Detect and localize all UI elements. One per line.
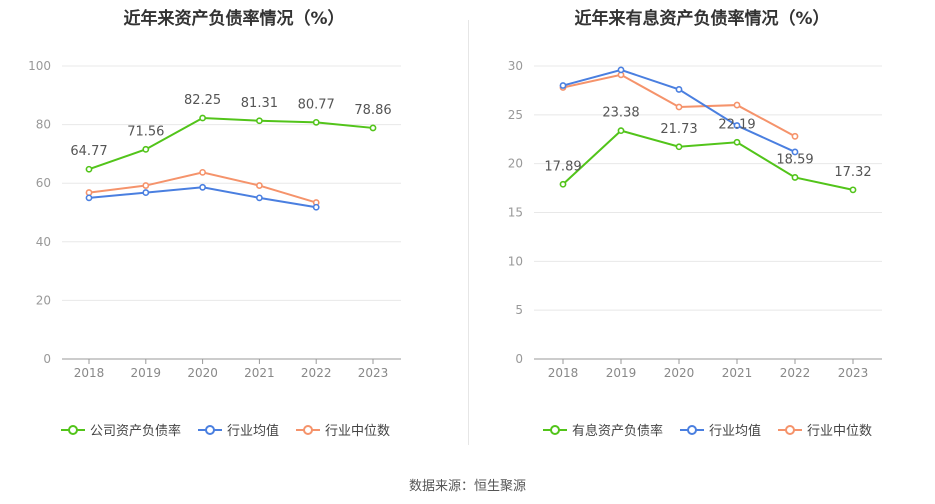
x-tick-label: 2018 — [74, 366, 105, 380]
data-point — [559, 82, 567, 89]
y-tick-label: 10 — [508, 254, 523, 268]
x-tick-label: 2021 — [722, 366, 753, 380]
data-point — [733, 122, 741, 129]
data-label: 81.31 — [241, 96, 278, 111]
x-tick-label: 2021 — [244, 366, 275, 380]
legend-label: 有息资产负债率 — [572, 424, 664, 439]
chart-left: 近年来资产负债率情况（%） 0 20 40 60 80 100 2018 2019 2020 20… — [0, 0, 468, 460]
data-point — [199, 114, 206, 122]
data-label: 82.25 — [184, 93, 221, 108]
legend-swatch-icon — [60, 423, 86, 437]
data-label: 64.77 — [70, 144, 107, 159]
legend-swatch-icon — [542, 423, 568, 437]
y-tick-label: 20 — [508, 157, 523, 171]
x-tick-label: 2019 — [131, 366, 162, 380]
legend-label: 公司资产负债率 — [90, 424, 182, 439]
legend-swatch-icon — [295, 423, 321, 437]
panel-divider — [468, 20, 469, 445]
data-point — [255, 194, 263, 202]
data-point — [675, 86, 683, 93]
legend-item[interactable]: 行业中位数 — [295, 420, 390, 439]
data-label: 17.32 — [834, 165, 871, 180]
legend-item[interactable]: 有息资产负债率 — [542, 420, 663, 439]
chart-title: 近年来有息资产负债率情况（%） — [574, 9, 830, 29]
x-tick-label: 2019 — [606, 366, 637, 380]
data-source: 数据来源：恒生聚源 — [408, 479, 526, 494]
data-label: 71.56 — [127, 124, 164, 139]
data-point — [199, 168, 206, 176]
legend-label: 行业均值 — [709, 424, 762, 439]
data-point — [791, 148, 799, 156]
x-tick-label: 2020 — [664, 366, 695, 380]
chart-right: 近年来有息资产负债率情况（%） 0 5 10 15 20 25 30 2018 2019 2020… — [469, 0, 935, 460]
data-label: 23.38 — [602, 106, 639, 121]
data-point — [142, 189, 150, 196]
data-point — [733, 101, 741, 109]
legend-label: 行业均值 — [227, 424, 280, 439]
legend-swatch-icon — [197, 423, 223, 437]
legend-item[interactable]: 行业均值 — [679, 420, 761, 439]
data-point — [312, 118, 320, 126]
data-point — [255, 117, 263, 125]
data-label: 18.59 — [776, 152, 813, 167]
chart-title: 近年来资产负债率情况（%） — [123, 9, 345, 29]
y-tick-label: 100 — [28, 59, 51, 73]
chart-legend: 有息资产负债率 行业均值 行业中位数 — [542, 420, 872, 439]
data-point — [142, 145, 150, 153]
data-label: 78.86 — [354, 103, 391, 118]
data-point — [142, 182, 150, 189]
data-point — [312, 203, 320, 211]
data-label: 17.89 — [544, 159, 581, 174]
data-point — [617, 127, 625, 135]
y-tick-label: 15 — [508, 206, 523, 220]
legend-item[interactable]: 行业中位数 — [777, 420, 872, 439]
data-point — [85, 194, 93, 202]
x-tick-label: 2018 — [548, 366, 579, 380]
data-point — [675, 103, 683, 111]
y-tick-label: 5 — [515, 303, 523, 317]
legend-item[interactable]: 公司资产负债率 — [60, 420, 181, 439]
data-label: 80.77 — [298, 97, 335, 112]
data-point — [675, 143, 683, 151]
y-tick-label: 25 — [508, 108, 523, 122]
x-tick-label: 2020 — [187, 366, 218, 380]
y-tick-label: 20 — [36, 293, 51, 307]
data-label: 21.73 — [660, 122, 697, 137]
y-tick-label: 0 — [43, 352, 51, 366]
data-point — [791, 132, 799, 140]
legend-label: 行业中位数 — [325, 424, 391, 439]
legend-item[interactable]: 行业均值 — [197, 420, 279, 439]
y-tick-label: 0 — [515, 352, 523, 366]
legend-swatch-icon — [679, 423, 705, 437]
series-line — [562, 68, 796, 153]
chart-legend: 公司资产负债率 行业均值 行业中位数 — [60, 420, 390, 439]
data-point — [85, 165, 93, 173]
data-point — [85, 189, 93, 196]
series-line — [88, 116, 374, 171]
x-tick-label: 2023 — [838, 366, 869, 380]
data-point — [369, 124, 377, 132]
x-tick-label: 2022 — [301, 366, 332, 380]
x-tick-label: 2023 — [358, 366, 389, 380]
chart-plot: 0 20 40 60 80 100 2018 2019 2020 2021 2022 2023 64.7… — [28, 59, 401, 380]
data-label: 22.19 — [718, 117, 755, 132]
data-point — [733, 138, 741, 146]
x-tick-label: 2022 — [780, 366, 811, 380]
data-point — [559, 180, 567, 188]
series-line — [562, 129, 854, 191]
data-point — [617, 66, 625, 74]
legend-swatch-icon — [777, 423, 803, 437]
y-tick-label: 30 — [508, 59, 523, 73]
data-point — [199, 183, 206, 191]
chart-plot: 0 5 10 15 20 25 30 2018 2019 2020 2021 2022 2023 17.8… — [508, 59, 882, 380]
y-tick-label: 60 — [36, 176, 51, 190]
data-point — [791, 174, 799, 181]
data-point — [849, 186, 857, 194]
legend-label: 行业中位数 — [807, 424, 873, 439]
y-tick-label: 80 — [36, 118, 51, 132]
data-point — [255, 182, 263, 189]
y-tick-label: 40 — [36, 235, 51, 249]
